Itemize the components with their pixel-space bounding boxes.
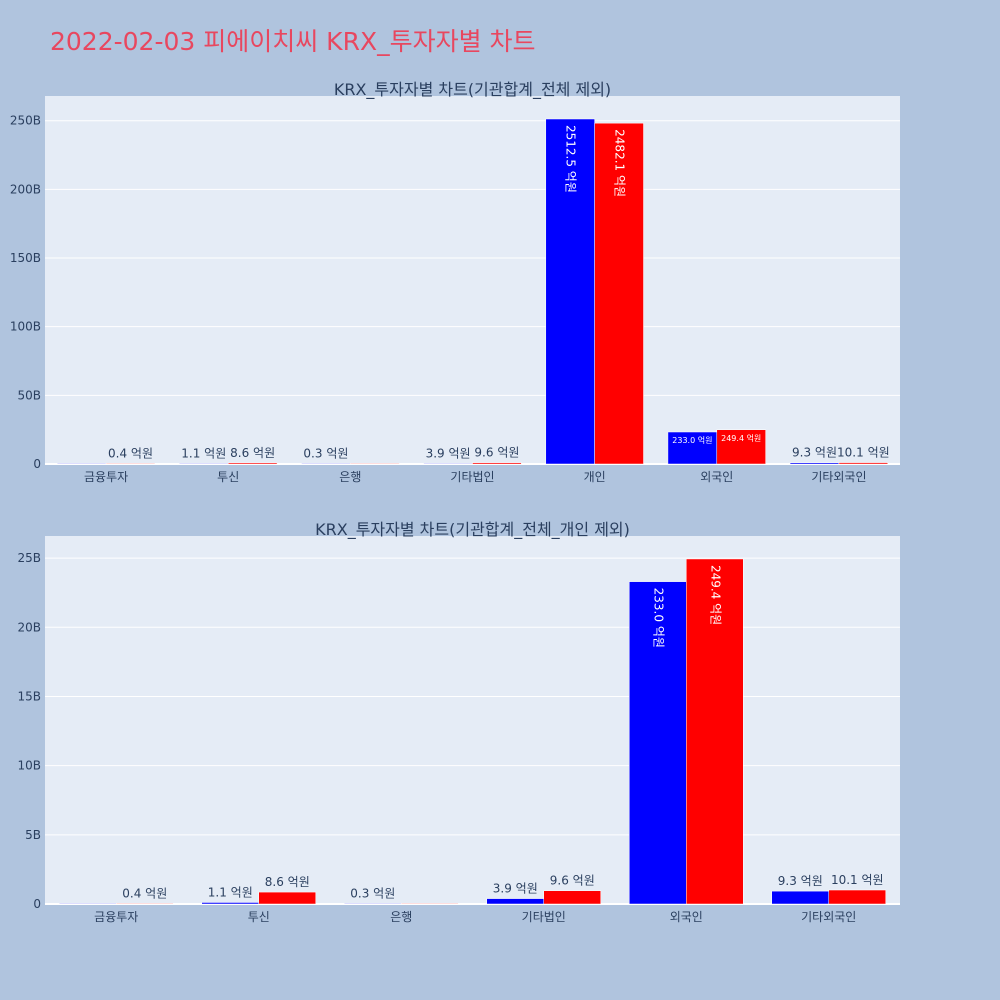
bar (227, 462, 278, 465)
data-label: 3.9 억원 (426, 446, 471, 460)
plot-area (45, 96, 900, 464)
data-label: 9.6 억원 (474, 446, 519, 460)
x-tick-label: 기타법인 (450, 470, 494, 484)
data-label: 0.4 억원 (122, 886, 167, 900)
bar (594, 122, 644, 465)
data-label: 249.4 억원 (721, 433, 761, 443)
y-tick-label: 250B (10, 114, 41, 128)
bar (716, 429, 766, 465)
data-label: 10.1 억원 (837, 446, 890, 460)
bar (486, 898, 544, 905)
y-tick-label: 15B (17, 689, 41, 703)
chart-title: KRX_투자자별 차트(기관합계_전체 제외) (334, 80, 611, 100)
y-tick-label: 10B (17, 759, 41, 773)
data-label: 9.6 억원 (550, 874, 595, 888)
data-label: 1.1 억원 (181, 446, 226, 460)
bar (543, 890, 601, 905)
bar (350, 463, 400, 465)
bar (771, 890, 829, 905)
x-tick-label: 기타법인 (522, 910, 566, 924)
x-tick-label: 개인 (584, 470, 606, 484)
bar (179, 463, 229, 465)
bar (301, 463, 351, 465)
bar (686, 558, 744, 905)
bar (423, 463, 473, 465)
data-label: 0.4 억원 (108, 446, 153, 460)
y-tick-label: 5B (25, 828, 41, 842)
bar (344, 903, 402, 905)
x-tick-label: 기타외국인 (801, 910, 856, 924)
plot-area (45, 536, 900, 904)
bar (472, 462, 522, 465)
y-tick-label: 25B (17, 551, 41, 565)
chart-title: KRX_투자자별 차트(기관합계_전체_개인 제외) (315, 520, 630, 540)
data-label: 249.4 억원 (708, 565, 722, 625)
data-label: 0.3 억원 (350, 886, 395, 900)
bar (828, 889, 886, 905)
bar (56, 463, 107, 465)
data-label: 9.3 억원 (792, 446, 837, 460)
x-tick-label: 기타외국인 (811, 470, 866, 484)
data-label: 3.9 억원 (493, 882, 538, 896)
data-label: 8.6 억원 (230, 446, 275, 460)
data-label: 2482.1 억원 (613, 129, 627, 197)
y-tick-label: 0 (33, 897, 41, 911)
bar (59, 903, 117, 905)
bar (116, 903, 174, 905)
x-tick-label: 투신 (248, 910, 270, 924)
y-tick-label: 0 (33, 457, 41, 471)
data-label: 1.1 억원 (208, 885, 253, 899)
x-tick-label: 외국인 (700, 470, 733, 484)
data-label: 233.0 억원 (651, 588, 665, 648)
bar (258, 891, 316, 905)
y-tick-label: 50B (17, 388, 41, 402)
x-tick-label: 금융투자 (94, 910, 138, 924)
bar (838, 462, 889, 465)
y-tick-label: 20B (17, 620, 41, 634)
data-label: 8.6 억원 (265, 875, 310, 889)
data-label: 10.1 억원 (831, 873, 884, 887)
bar (201, 902, 259, 905)
x-tick-label: 금융투자 (84, 470, 128, 484)
bar (105, 463, 156, 465)
page-title: 2022-02-03 피에이치씨 KRX_투자자별 차트 (50, 27, 536, 56)
data-label: 233.0 억원 (672, 435, 712, 445)
data-label: 0.3 억원 (303, 446, 348, 460)
y-tick-label: 200B (10, 182, 41, 196)
y-tick-label: 150B (10, 251, 41, 265)
x-tick-label: 투신 (217, 470, 239, 484)
y-tick-label: 100B (10, 320, 41, 334)
bar (401, 903, 459, 905)
x-tick-label: 은행 (390, 909, 412, 924)
bar (667, 431, 718, 465)
bar (789, 462, 840, 465)
x-tick-label: 은행 (339, 469, 361, 484)
data-label: 9.3 억원 (778, 874, 823, 888)
data-label: 2512.5 억원 (564, 125, 578, 193)
bar (629, 581, 687, 905)
x-tick-label: 외국인 (670, 910, 703, 924)
